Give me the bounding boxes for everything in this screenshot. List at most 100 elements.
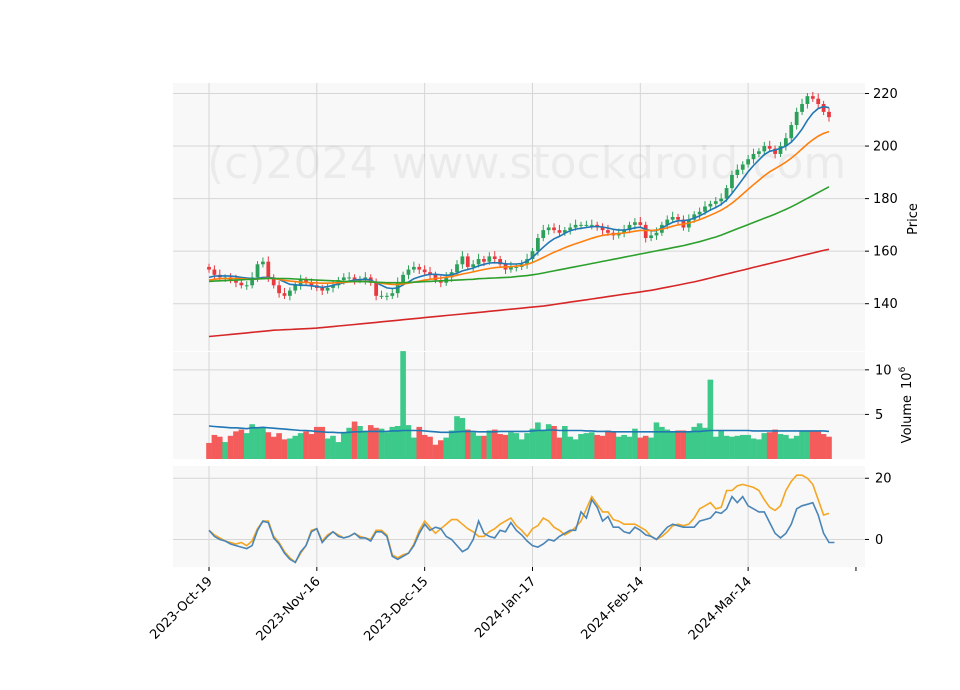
price-y-tick-label: 160 bbox=[873, 245, 898, 260]
volume-bar bbox=[756, 439, 762, 459]
candle-body bbox=[627, 224, 632, 231]
volume-bar bbox=[400, 351, 406, 459]
candle-body bbox=[492, 256, 497, 260]
candle-body bbox=[433, 274, 438, 281]
volume-bar bbox=[297, 433, 304, 459]
candle-body bbox=[331, 285, 335, 288]
candle-body bbox=[428, 272, 432, 275]
candle-body bbox=[358, 280, 362, 282]
candle-body bbox=[287, 290, 292, 296]
candle-body bbox=[692, 214, 697, 220]
volume-bar bbox=[723, 435, 730, 459]
volume-bar bbox=[621, 434, 627, 459]
candle-body bbox=[212, 269, 217, 275]
volume-bar bbox=[632, 428, 638, 459]
candle-body bbox=[304, 280, 308, 283]
candle-body bbox=[325, 287, 330, 291]
moving-average-line bbox=[208, 130, 830, 286]
volume-bar bbox=[615, 436, 622, 459]
candle-body bbox=[568, 227, 573, 231]
candle-body bbox=[390, 293, 395, 296]
volume-bar bbox=[804, 430, 811, 459]
moving-average-lines bbox=[208, 105, 830, 338]
volume-bar bbox=[572, 439, 579, 459]
volume-bar bbox=[599, 435, 606, 459]
price-panel: (c)2024 www.stockdroid.com 140 160 180 200 2… bbox=[173, 83, 921, 351]
volume-bar bbox=[669, 431, 676, 459]
volume-bar bbox=[243, 433, 250, 459]
volume-bar bbox=[524, 433, 530, 459]
volume-bar bbox=[745, 434, 751, 459]
volume-bar bbox=[270, 436, 277, 459]
volume-bar bbox=[605, 430, 611, 459]
volume-bar bbox=[281, 439, 288, 459]
volume-bar bbox=[702, 427, 708, 459]
volume-bar bbox=[459, 417, 466, 459]
volume-bar bbox=[233, 431, 239, 459]
volume-bar bbox=[680, 430, 687, 459]
volume-bar bbox=[648, 437, 654, 459]
candle-body bbox=[239, 282, 244, 286]
volume-bar bbox=[772, 429, 778, 459]
volume-bar bbox=[783, 434, 789, 459]
volume-bar bbox=[238, 429, 245, 459]
candle-body bbox=[471, 264, 476, 267]
candle-body bbox=[708, 203, 713, 207]
volume-bar bbox=[211, 434, 218, 459]
volume-bar bbox=[432, 444, 439, 459]
volume-bar bbox=[497, 434, 503, 459]
x-axis: 2023-Oct-19 2023-Nov-16 2023-Dec-15 2024-Ja… bbox=[147, 567, 857, 644]
volume-bar bbox=[378, 428, 385, 459]
candle-body bbox=[724, 188, 729, 199]
candle-body bbox=[482, 259, 486, 262]
volume-bar bbox=[491, 429, 498, 459]
volume-bar bbox=[637, 437, 644, 459]
candle-body bbox=[385, 295, 389, 297]
candle-body bbox=[352, 277, 357, 281]
volume-bar bbox=[464, 429, 471, 459]
volume-y-tick-label: 5 bbox=[875, 408, 883, 423]
x-tick-label: 2024-Mar-14 bbox=[686, 574, 755, 643]
candle-body bbox=[778, 146, 783, 154]
candle-body bbox=[579, 224, 583, 226]
volume-panel: 510 Volume106 bbox=[173, 351, 915, 459]
x-tick-label: 2023-Dec-15 bbox=[361, 574, 431, 644]
volume-average-line bbox=[208, 425, 830, 434]
volume-bar bbox=[475, 435, 482, 459]
volume-bar bbox=[535, 422, 541, 459]
candle-body bbox=[740, 164, 745, 170]
volume-bar bbox=[416, 426, 423, 459]
volume-bar bbox=[513, 433, 520, 459]
volume-bar bbox=[367, 425, 374, 459]
candle-body bbox=[476, 259, 481, 265]
volume-bar bbox=[761, 433, 768, 459]
volume-bar bbox=[394, 426, 401, 459]
candle-body bbox=[546, 227, 551, 231]
candle-body bbox=[271, 277, 276, 286]
x-tick-label: 2024-Jan-17 bbox=[472, 574, 539, 641]
candle-body bbox=[665, 219, 670, 225]
candle-body bbox=[277, 285, 281, 294]
candle-body bbox=[762, 146, 767, 152]
x-tick-label: 2023-Oct-19 bbox=[147, 574, 215, 642]
candle-body bbox=[638, 222, 643, 225]
moving-average-line bbox=[208, 186, 830, 284]
candle-body bbox=[676, 217, 680, 220]
volume-bar bbox=[545, 424, 552, 459]
candle-body bbox=[282, 293, 287, 296]
volume-bar bbox=[384, 432, 390, 459]
volume-bar bbox=[222, 442, 228, 459]
volume-bars bbox=[206, 351, 832, 459]
moving-average-line bbox=[208, 248, 830, 338]
candle-body bbox=[498, 259, 503, 265]
volume-bar bbox=[610, 432, 617, 459]
volume-bar bbox=[810, 430, 816, 459]
volume-scale-exponent: 6 bbox=[898, 366, 908, 372]
volume-bar bbox=[626, 436, 633, 459]
volume-bar bbox=[664, 429, 671, 459]
price-gridlines bbox=[173, 83, 865, 351]
volume-bar bbox=[815, 431, 822, 459]
volume-bar bbox=[340, 433, 347, 459]
oscillator-y-tick-label: 20 bbox=[875, 472, 892, 487]
volume-bar bbox=[330, 435, 336, 459]
